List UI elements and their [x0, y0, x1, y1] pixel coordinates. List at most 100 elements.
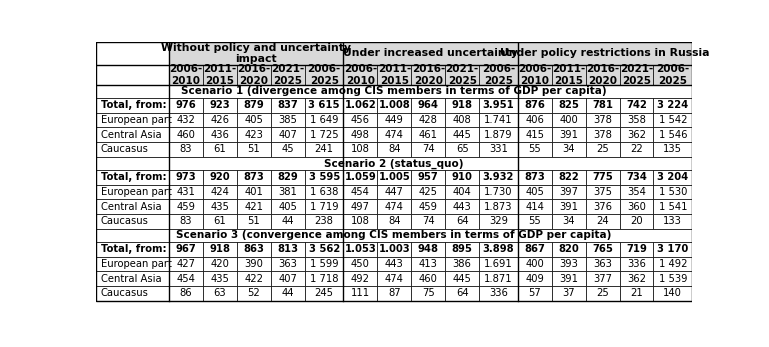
Bar	[169, 98, 203, 113]
Bar	[411, 98, 445, 113]
Bar	[237, 65, 271, 85]
Text: 449: 449	[385, 115, 404, 125]
Bar	[378, 65, 411, 85]
Bar	[96, 200, 169, 214]
Bar	[271, 113, 305, 127]
Bar	[411, 170, 445, 185]
Bar	[271, 127, 305, 142]
Bar	[411, 185, 445, 200]
Text: 895: 895	[451, 245, 473, 254]
Bar	[203, 65, 237, 85]
Bar	[586, 185, 620, 200]
Bar	[203, 200, 237, 214]
Bar	[344, 185, 378, 200]
Text: 781: 781	[592, 101, 613, 110]
Bar	[96, 98, 169, 113]
Text: 407: 407	[278, 274, 298, 284]
Text: 45: 45	[281, 144, 295, 154]
Text: Total, from:: Total, from:	[101, 172, 167, 183]
Bar	[344, 271, 378, 286]
Text: 44: 44	[281, 288, 294, 298]
Bar	[479, 170, 518, 185]
Text: 406: 406	[525, 115, 544, 125]
Bar	[378, 98, 411, 113]
Bar	[344, 170, 378, 185]
Bar	[344, 286, 378, 301]
Bar	[237, 127, 271, 142]
Text: 24: 24	[596, 217, 609, 227]
Bar	[96, 170, 169, 185]
Text: 923: 923	[210, 101, 231, 110]
Text: 64: 64	[456, 217, 468, 227]
Text: 377: 377	[593, 274, 612, 284]
Bar	[96, 42, 169, 65]
Bar	[620, 65, 654, 85]
Text: 436: 436	[211, 130, 229, 140]
Text: Under policy restrictions in Russia: Under policy restrictions in Russia	[500, 49, 710, 59]
Text: 425: 425	[419, 187, 438, 197]
Bar	[203, 286, 237, 301]
Bar	[203, 257, 237, 271]
Bar	[169, 127, 203, 142]
Text: 825: 825	[558, 101, 579, 110]
Bar	[96, 242, 169, 257]
Text: 3 615: 3 615	[308, 101, 340, 110]
Text: 976: 976	[176, 101, 197, 110]
Text: 1 539: 1 539	[658, 274, 687, 284]
Text: 358: 358	[627, 115, 646, 125]
Bar	[411, 65, 445, 85]
Bar	[445, 98, 479, 113]
Text: 44: 44	[281, 217, 294, 227]
Bar	[479, 271, 518, 286]
Text: 435: 435	[211, 202, 229, 212]
Bar	[411, 242, 445, 257]
Text: 83: 83	[180, 144, 192, 154]
Text: 427: 427	[177, 259, 195, 269]
Text: 424: 424	[211, 187, 229, 197]
Bar	[237, 185, 271, 200]
Text: 405: 405	[525, 187, 544, 197]
Bar	[96, 85, 692, 98]
Text: 820: 820	[558, 245, 579, 254]
Text: 391: 391	[559, 130, 578, 140]
Bar	[620, 142, 654, 157]
Text: 474: 474	[385, 202, 404, 212]
Text: 876: 876	[524, 101, 545, 110]
Bar	[271, 65, 305, 85]
Bar	[620, 271, 654, 286]
Bar	[378, 127, 411, 142]
Text: 435: 435	[211, 274, 229, 284]
Text: 407: 407	[278, 130, 298, 140]
Text: 3 204: 3 204	[657, 172, 688, 183]
Bar	[654, 257, 692, 271]
Bar	[551, 185, 586, 200]
Text: 1 638: 1 638	[310, 187, 338, 197]
Bar	[586, 170, 620, 185]
Text: 454: 454	[177, 274, 195, 284]
Text: 1.059: 1.059	[345, 172, 376, 183]
Text: 2006-
2025: 2006- 2025	[482, 64, 515, 86]
Bar	[305, 142, 344, 157]
Text: 75: 75	[422, 288, 434, 298]
Bar	[411, 214, 445, 229]
Text: 775: 775	[592, 172, 613, 183]
Text: 447: 447	[385, 187, 404, 197]
Text: 873: 873	[244, 172, 265, 183]
Bar	[551, 286, 586, 301]
Text: 450: 450	[351, 259, 370, 269]
Bar	[203, 271, 237, 286]
Text: 241: 241	[315, 144, 334, 154]
Bar	[445, 200, 479, 214]
Text: 55: 55	[528, 144, 541, 154]
Bar	[271, 271, 305, 286]
Bar	[305, 214, 344, 229]
Bar	[344, 257, 378, 271]
Bar	[654, 242, 692, 257]
Text: 445: 445	[453, 130, 471, 140]
Text: 863: 863	[244, 245, 265, 254]
Text: 459: 459	[177, 202, 195, 212]
Bar	[654, 98, 692, 113]
Text: 2011-
2015: 2011- 2015	[552, 64, 585, 86]
Bar	[445, 170, 479, 185]
Text: 967: 967	[176, 245, 197, 254]
